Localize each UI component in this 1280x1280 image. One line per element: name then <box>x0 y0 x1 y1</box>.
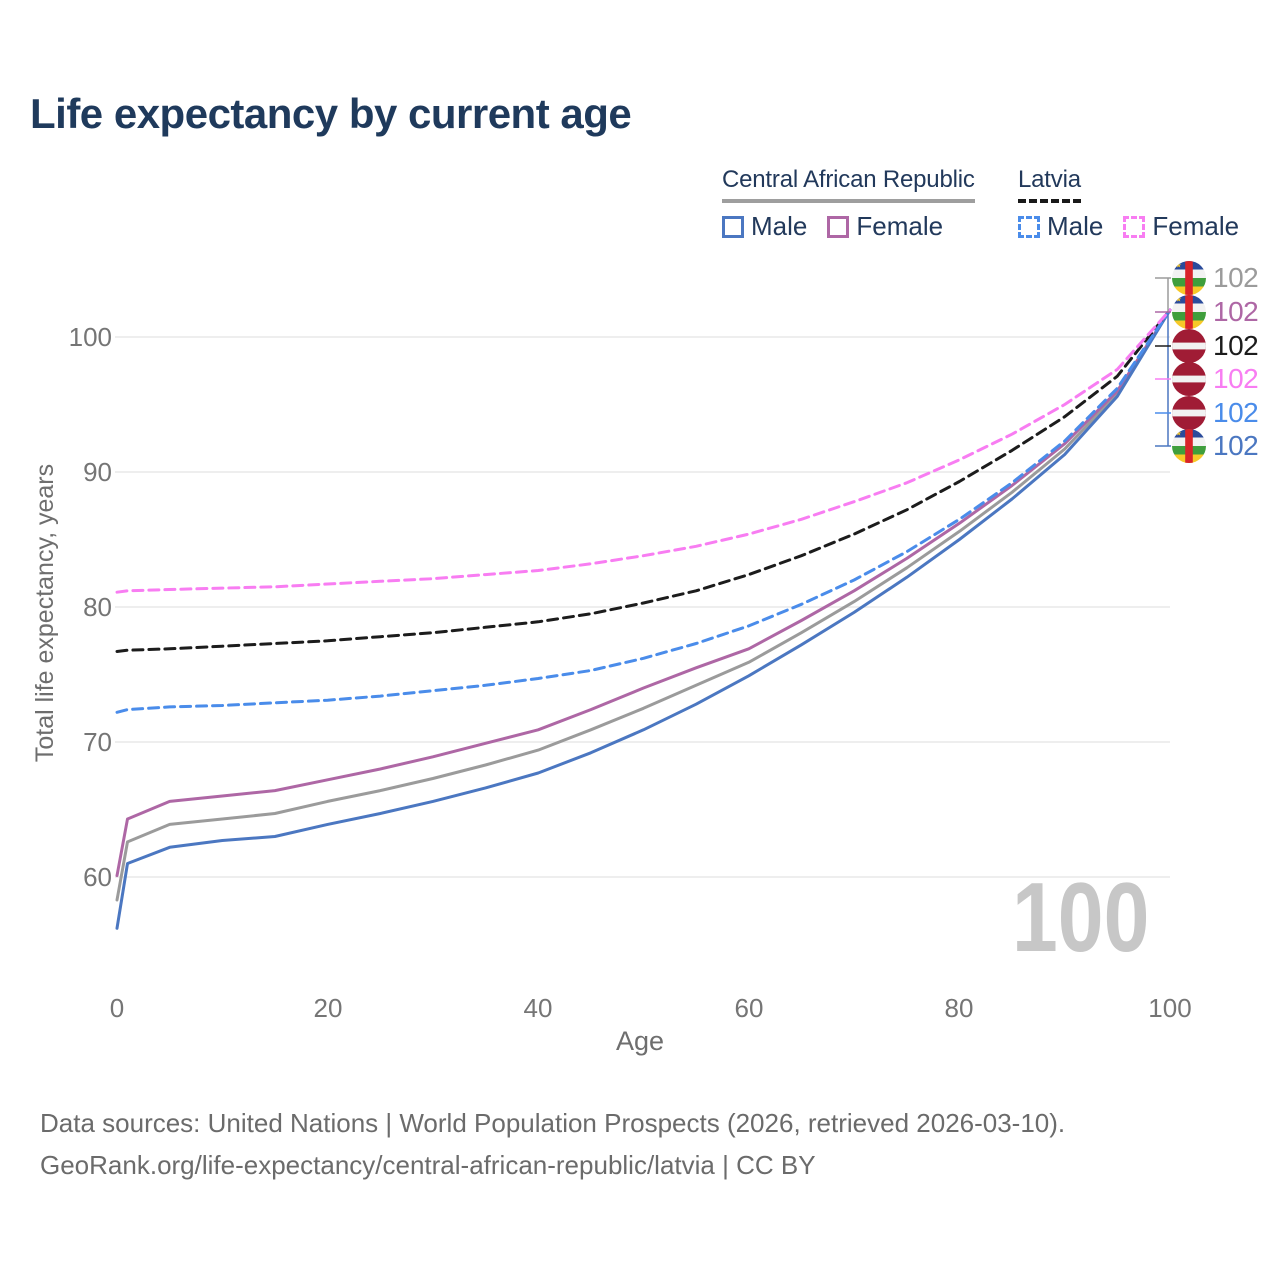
legend-item-car-female[interactable]: Female <box>827 211 943 242</box>
legend-group-latvia: Latvia Male Female <box>1018 166 1259 242</box>
y-tick-70: 70 <box>83 727 112 757</box>
end-label-row: 102 <box>1172 362 1259 396</box>
latvia-flag-icon <box>1172 329 1206 363</box>
end-label-row: 102 <box>1172 396 1259 430</box>
central-african-republic-flag-icon <box>1172 295 1206 329</box>
x-tick-80: 80 <box>944 993 974 1023</box>
central-african-republic-flag-icon <box>1172 261 1206 295</box>
end-label-value: 102 <box>1213 296 1259 327</box>
end-label-row: 102 <box>1172 429 1259 463</box>
x-tick-20: 20 <box>313 993 343 1023</box>
end-label-row: 102 <box>1172 329 1259 363</box>
x-tick-60: 60 <box>734 993 764 1023</box>
y-tick-80: 80 <box>83 592 112 622</box>
legend-row-latvia: Male Female <box>1018 211 1259 242</box>
latvia-flag-icon <box>1172 362 1206 396</box>
legend-label-latvia-female: Female <box>1152 211 1240 241</box>
age-counter-watermark: 100 <box>1012 862 1150 972</box>
x-tick-100: 100 <box>1148 993 1192 1023</box>
legend-label-car-female: Female <box>856 211 944 241</box>
x-axis-title: Age <box>615 1026 665 1056</box>
x-tick-40: 40 <box>523 993 553 1023</box>
legend-label-latvia-male: Male <box>1047 211 1104 241</box>
car-male-line-swatch-icon <box>722 215 744 238</box>
y-tick-60: 60 <box>83 862 112 892</box>
legend-item-latvia-female[interactable]: Female <box>1123 211 1239 242</box>
end-label-row: 102 <box>1172 261 1259 295</box>
x-tick-0: 0 <box>109 993 125 1023</box>
latvia-female-line-swatch-icon <box>1123 215 1146 238</box>
end-label-value: 102 <box>1213 430 1259 461</box>
legend-row-car: Male Female <box>722 211 975 242</box>
end-label-value: 102 <box>1213 262 1259 293</box>
y-tick-100: 100 <box>68 322 112 352</box>
footer-data-sources: Data sources: United Nations | World Pop… <box>40 1108 1066 1138</box>
legend-group-central-african-republic: Central African Republic Male Female <box>722 166 975 242</box>
y-axis-title: Total life expectancy, years <box>31 463 59 763</box>
legend-item-car-male[interactable]: Male <box>722 211 807 242</box>
car-female-line-swatch-icon <box>827 215 850 238</box>
footer-attribution: GeoRank.org/life-expectancy/central-afri… <box>40 1150 816 1180</box>
end-label-value: 102 <box>1213 363 1259 394</box>
end-label-value: 102 <box>1213 397 1259 428</box>
central-african-republic-flag-icon <box>1172 429 1206 463</box>
chart-title: Life expectancy by current age <box>30 90 632 137</box>
legend-header-latvia[interactable]: Latvia <box>1018 166 1081 203</box>
legend-header-central-african-republic[interactable]: Central African Republic <box>722 166 975 203</box>
legend-item-latvia-male[interactable]: Male <box>1018 211 1103 242</box>
end-label-row: 102 <box>1172 295 1259 329</box>
latvia-flag-icon <box>1172 396 1206 430</box>
end-label-value: 102 <box>1213 330 1259 361</box>
legend-label-car-male: Male <box>751 211 808 241</box>
y-tick-90: 90 <box>83 457 112 487</box>
latvia-male-line-swatch-icon <box>1018 215 1040 238</box>
